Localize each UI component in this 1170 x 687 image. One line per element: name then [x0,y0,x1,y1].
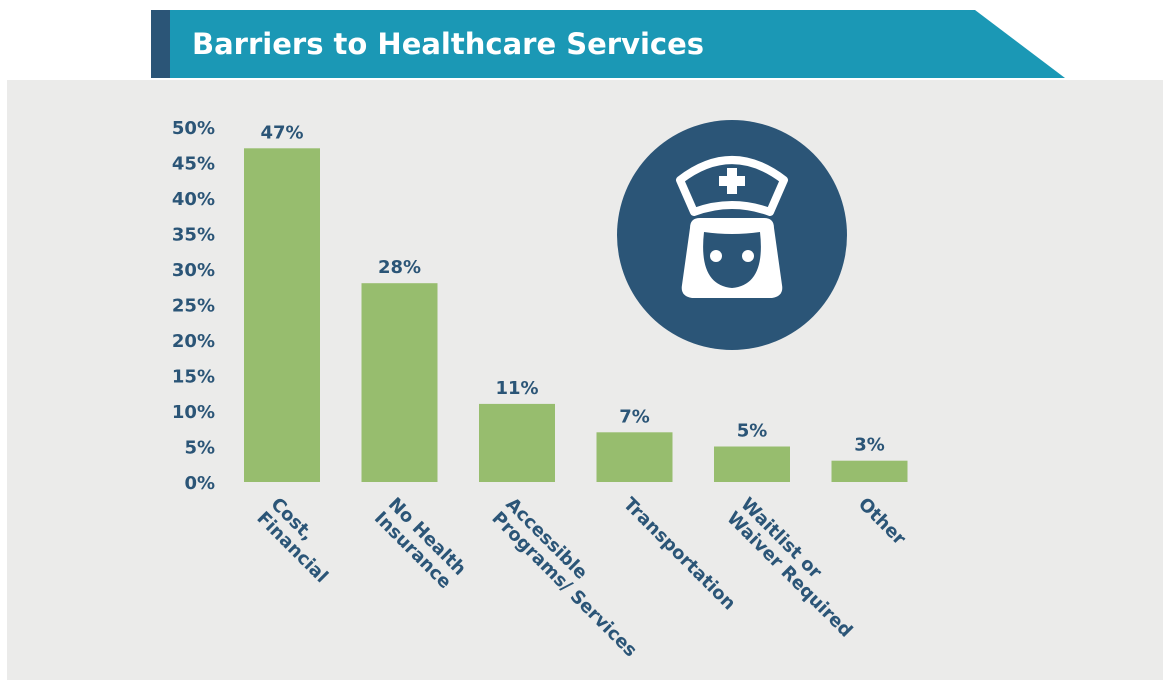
nurse-icon [617,120,847,350]
y-tick-label: 5% [184,438,215,459]
bar [479,403,555,482]
bar [831,460,908,482]
value-label: 28% [378,257,421,278]
y-tick-label: 10% [172,402,215,423]
header-band [170,10,1065,78]
y-tick-label: 45% [172,154,215,175]
bar [714,446,790,482]
value-label: 3% [854,435,885,456]
y-tick-label: 25% [172,296,215,317]
bar [244,148,320,483]
y-tick-label: 30% [172,260,215,281]
value-label: 7% [619,406,650,427]
y-tick-label: 0% [184,473,215,494]
y-tick-label: 20% [172,331,215,352]
chart-title: Barriers to Healthcare Services [192,27,704,61]
header-stripe [151,10,170,78]
y-tick-label: 40% [172,189,215,210]
value-label: 5% [737,421,768,442]
y-tick-label: 50% [172,118,215,139]
bar [361,283,438,482]
value-label: 11% [495,378,538,399]
panel [7,80,1163,680]
bar [596,432,673,482]
y-tick-label: 15% [172,367,215,388]
y-tick-label: 35% [172,225,215,246]
value-label: 47% [260,122,303,143]
